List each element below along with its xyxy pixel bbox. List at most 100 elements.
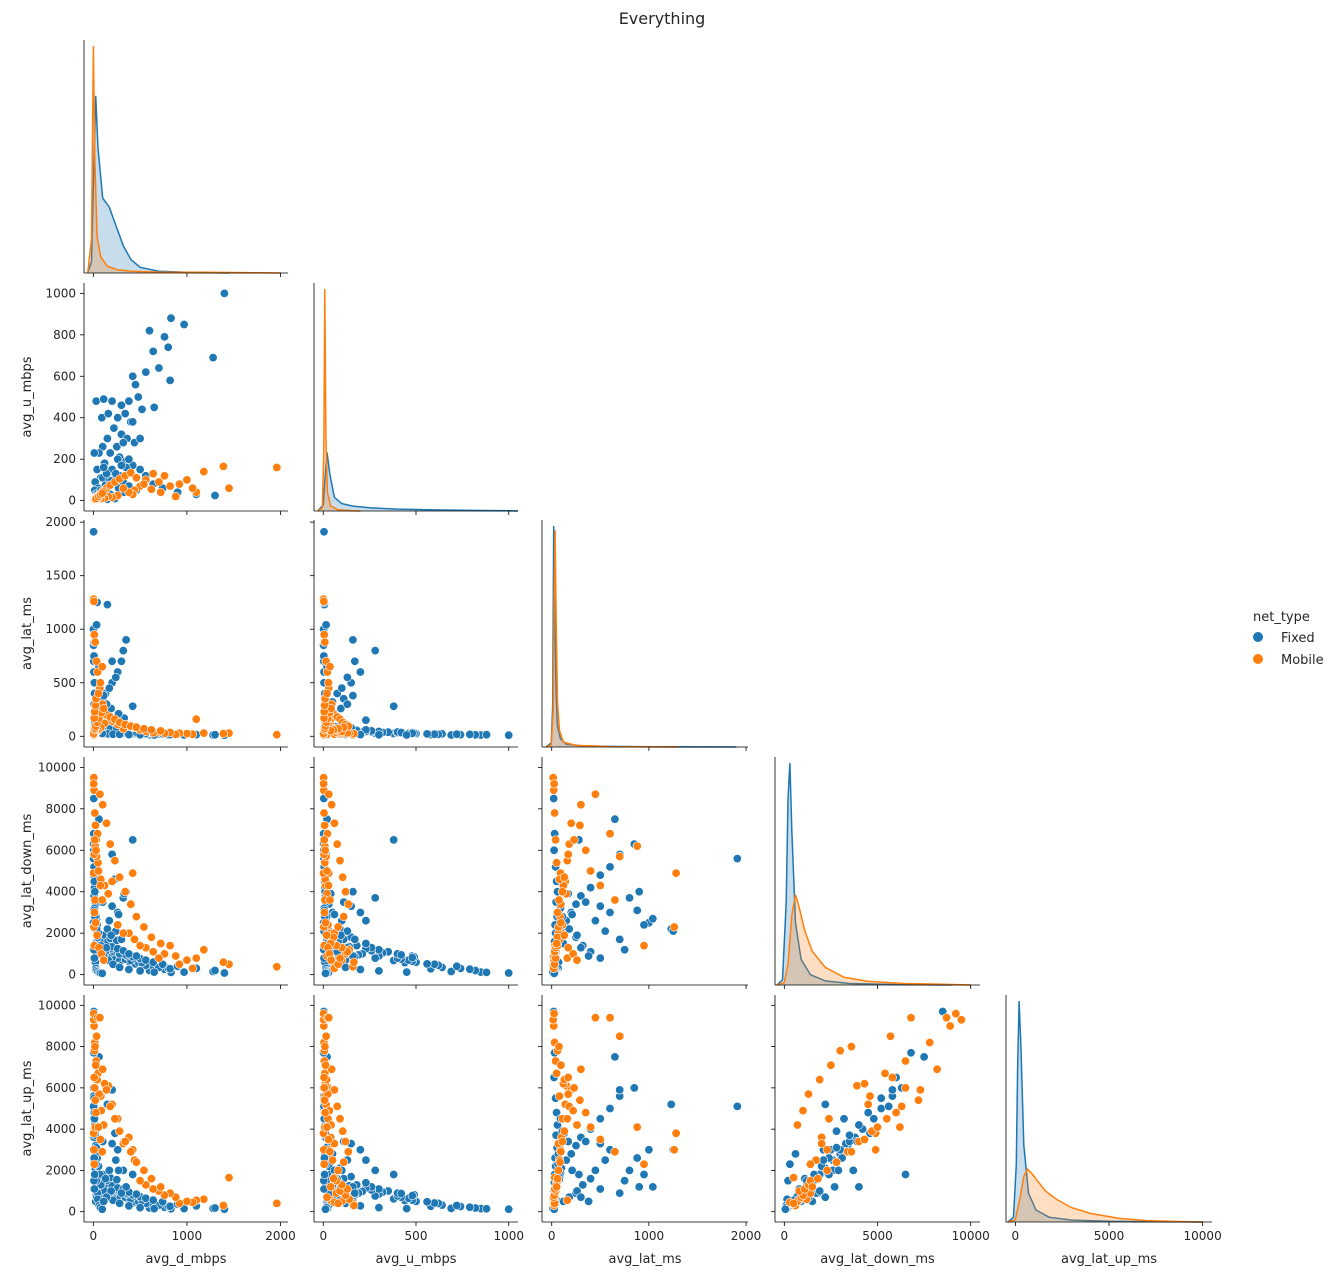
point-mobile (120, 1137, 130, 1147)
point-fixed (112, 1175, 122, 1185)
point-fixed (452, 1201, 462, 1211)
point-mobile (551, 835, 561, 845)
point-fixed (121, 1182, 131, 1192)
point-mobile (320, 845, 330, 855)
point-mobile (563, 1089, 573, 1099)
point-mobile (199, 945, 209, 955)
point-mobile (319, 808, 329, 818)
point-fixed (107, 396, 117, 406)
point-fixed (114, 1165, 124, 1175)
panel-avg_lat_down_ms-vs-avg_d_mbps: 0 2000 4000 6000 8000 10000 (38, 757, 288, 989)
point-fixed (919, 1052, 929, 1062)
point-fixed (590, 1165, 600, 1175)
point-mobile (552, 1182, 562, 1192)
point-fixed (348, 635, 358, 645)
point-mobile (945, 1021, 955, 1031)
point-mobile (174, 479, 184, 489)
panel-avg_lat_up_ms-vs-avg_d_mbps: 0 1000 2000 0 2000 4000 6000 8000 10000 (38, 995, 296, 1243)
point-mobile (333, 922, 343, 932)
point-mobile (320, 918, 330, 928)
point-mobile (91, 1060, 101, 1070)
point-mobile (803, 1089, 813, 1099)
point-mobile (882, 1114, 892, 1124)
point-mobile (338, 1126, 348, 1136)
point-mobile (826, 1060, 836, 1070)
point-mobile (105, 1101, 115, 1111)
point-fixed (370, 953, 380, 963)
point-fixed (128, 371, 138, 381)
point-fixed (104, 683, 114, 693)
point-fixed (321, 620, 331, 630)
point-mobile (92, 930, 102, 940)
point-fixed (141, 955, 151, 965)
y-tick-label: 1000 (45, 622, 76, 636)
point-mobile (146, 484, 156, 494)
point-fixed (790, 1149, 800, 1159)
point-mobile (199, 728, 209, 738)
point-mobile (218, 461, 228, 471)
legend-label-mobile: Mobile (1281, 653, 1324, 668)
point-mobile (549, 779, 559, 789)
point-fixed (361, 1178, 371, 1188)
point-mobile (798, 1106, 808, 1116)
point-fixed (407, 1191, 417, 1201)
point-mobile (182, 1196, 192, 1206)
point-mobile (90, 637, 100, 647)
point-mobile (566, 818, 576, 828)
point-fixed (465, 964, 475, 974)
point-fixed (210, 965, 220, 975)
point-mobile (906, 1013, 916, 1023)
point-mobile (559, 872, 569, 882)
point-fixed (210, 1203, 220, 1213)
point-mobile (320, 1060, 330, 1070)
point-fixed (179, 319, 189, 329)
kde-line-fixed-avg_lat_down_ms (776, 762, 953, 986)
y-tick-label: 4000 (45, 1122, 76, 1136)
point-mobile (332, 839, 342, 849)
x-axis-label-avg_lat_down_ms: avg_lat_down_ms (820, 1252, 935, 1267)
point-fixed (900, 1170, 910, 1180)
point-fixed (402, 967, 412, 977)
point-fixed (118, 646, 128, 656)
y-tick-label: 2000 (45, 926, 76, 940)
point-fixed (342, 672, 352, 682)
point-mobile (824, 1114, 834, 1124)
point-fixed (595, 901, 605, 911)
point-mobile (89, 1145, 99, 1155)
point-fixed (906, 1048, 916, 1058)
point-mobile (553, 1165, 563, 1175)
panel-avg_u_mbps-vs-avg_u_mbps (313, 283, 519, 515)
point-mobile (110, 856, 120, 866)
point-mobile (325, 895, 335, 905)
point-fixed (97, 968, 107, 978)
point-mobile (325, 662, 335, 672)
point-mobile (90, 1042, 100, 1052)
point-fixed (99, 394, 109, 404)
point-mobile (98, 800, 108, 810)
point-fixed (584, 951, 594, 961)
point-mobile (343, 899, 353, 909)
point-mobile (90, 1095, 100, 1105)
point-mobile (880, 1068, 890, 1078)
point-mobile (89, 630, 99, 640)
x-tick-label: 500 (405, 1229, 428, 1243)
point-mobile (590, 789, 600, 799)
point-fixed (887, 1085, 897, 1095)
point-fixed (120, 409, 130, 419)
point-fixed (549, 793, 559, 803)
point-fixed (576, 943, 586, 953)
y-tick-label: 800 (53, 328, 76, 342)
point-fixed (115, 1198, 125, 1208)
point-mobile (335, 953, 345, 963)
point-fixed (605, 862, 615, 872)
point-mobile (813, 1174, 823, 1184)
point-mobile (327, 1155, 337, 1165)
point-fixed (632, 905, 642, 915)
point-fixed (141, 367, 151, 377)
y-tick-label: 2000 (45, 515, 76, 529)
point-fixed (135, 966, 145, 976)
point-mobile (891, 1108, 901, 1118)
point-mobile (329, 818, 339, 828)
point-fixed (124, 454, 134, 464)
point-mobile (326, 955, 336, 965)
